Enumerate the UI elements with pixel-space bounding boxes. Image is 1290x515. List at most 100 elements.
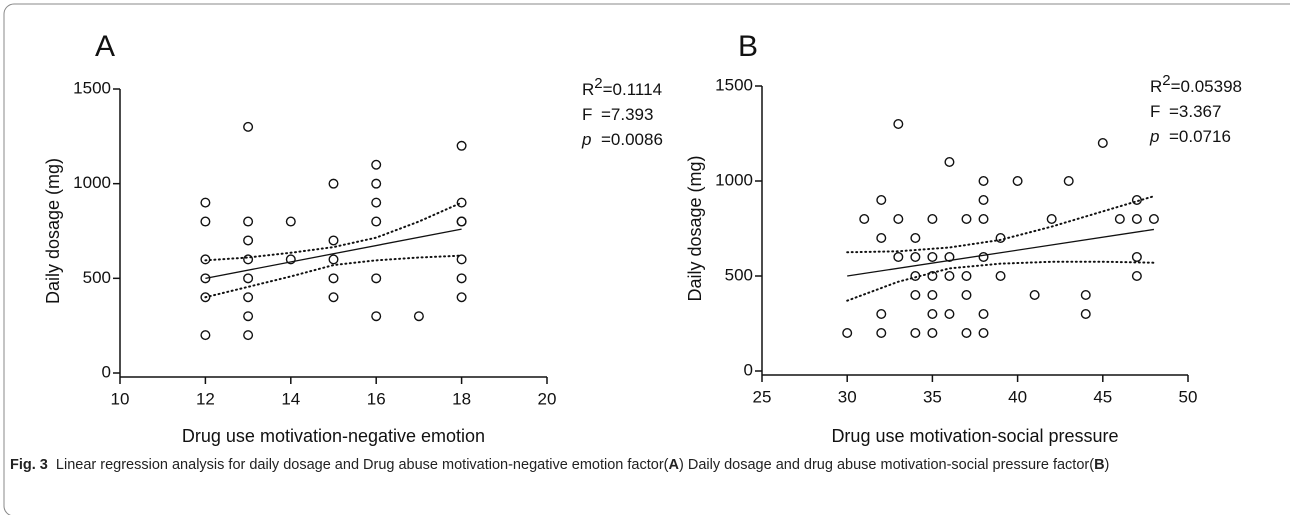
data-point [961, 271, 972, 282]
data-point [328, 235, 339, 246]
data-point [910, 251, 921, 262]
confidence-band-lower [846, 260, 1155, 302]
data-point [978, 213, 989, 224]
data-point [1148, 213, 1159, 224]
data-point [876, 194, 887, 205]
data-point [328, 292, 339, 303]
stat-symbol: F [582, 105, 592, 124]
data-point [285, 216, 296, 227]
stat-superscript: 2 [594, 75, 602, 92]
stat-symbol: p [581, 130, 591, 149]
data-point [371, 159, 382, 170]
y-tick-label: 0 [744, 360, 753, 379]
data-point [893, 251, 904, 262]
stat-symbol: R [1150, 77, 1162, 96]
data-point [910, 232, 921, 243]
y-tick-label: 0 [102, 362, 111, 381]
stat-line: F =7.393 [582, 105, 653, 124]
y-tick-label: 1500 [715, 75, 753, 94]
data-point [910, 328, 921, 339]
data-point [243, 235, 254, 246]
caption-text: Linear regression analysis for daily dos… [47, 457, 669, 473]
frame [3, 3, 1290, 515]
data-point [371, 178, 382, 189]
data-point [842, 328, 853, 339]
x-tick-label: 20 [538, 389, 557, 408]
x-tick-label: 35 [923, 387, 942, 406]
stat-value: =0.1114 [603, 80, 662, 99]
data-point [200, 292, 211, 303]
data-point [961, 213, 972, 224]
data-point [243, 216, 254, 227]
data-point [328, 273, 339, 284]
y-tick-label: 1000 [73, 173, 111, 192]
x-tick-label: 10 [111, 389, 130, 408]
data-point [978, 309, 989, 320]
data-point [328, 178, 339, 189]
data-point [893, 118, 904, 129]
data-point [893, 213, 904, 224]
stat-line: R2=0.05398 [1150, 72, 1242, 97]
stat-line: R2=0.1114 [582, 75, 662, 100]
data-point [859, 213, 870, 224]
stat-symbol: R [582, 80, 594, 99]
stat-symbol: F [1150, 102, 1160, 121]
data-point [371, 216, 382, 227]
data-point [456, 254, 467, 265]
caption-text: ) [1104, 457, 1110, 473]
data-point [1080, 309, 1091, 320]
stat-line: p =0.0086 [581, 130, 663, 149]
data-point [961, 290, 972, 301]
data-point [456, 273, 467, 284]
caption-bold: Fig. 3 [10, 457, 48, 473]
stat-superscript: 2 [1162, 72, 1170, 89]
stat-value: =0.05398 [1171, 77, 1242, 96]
data-point [200, 216, 211, 227]
data-point [1046, 213, 1057, 224]
data-point [371, 311, 382, 322]
data-point [927, 213, 938, 224]
data-point [961, 328, 972, 339]
x-tick-label: 40 [1008, 387, 1027, 406]
x-axis-title: Drug use motivation-negative emotion [182, 426, 485, 446]
y-tick-label: 1000 [715, 170, 753, 189]
data-point [1063, 175, 1074, 186]
data-point [200, 330, 211, 341]
data-point [944, 156, 955, 167]
regression-line [205, 228, 462, 279]
x-tick-label: 14 [281, 389, 300, 408]
data-point [200, 273, 211, 284]
data-point [978, 251, 989, 262]
data-point [243, 292, 254, 303]
stat-line: F =3.367 [1150, 102, 1221, 121]
data-point [944, 251, 955, 262]
caption-bold: B [1094, 457, 1105, 473]
data-point [910, 290, 921, 301]
data-point [243, 254, 254, 265]
data-point [371, 197, 382, 208]
data-point [927, 251, 938, 262]
confidence-band-upper [846, 195, 1155, 254]
data-point [1114, 213, 1125, 224]
x-tick-label: 18 [452, 389, 471, 408]
data-point [243, 121, 254, 132]
data-point [243, 273, 254, 284]
data-point [1131, 213, 1142, 224]
y-axis-title: Daily dosage (mg) [685, 155, 705, 301]
x-tick-label: 50 [1179, 387, 1198, 406]
stat-symbol: p [1149, 127, 1159, 146]
data-point [1029, 290, 1040, 301]
x-tick-label: 45 [1093, 387, 1112, 406]
data-point [876, 328, 887, 339]
data-point [1097, 137, 1108, 148]
data-point [1131, 194, 1142, 205]
x-tick-label: 25 [753, 387, 772, 406]
y-axis-title: Daily dosage (mg) [43, 158, 63, 304]
y-tick-label: 500 [83, 268, 111, 287]
data-point [1012, 175, 1023, 186]
data-point [927, 290, 938, 301]
data-point [978, 194, 989, 205]
data-point [456, 140, 467, 151]
stat-value: =0.0716 [1169, 127, 1231, 146]
